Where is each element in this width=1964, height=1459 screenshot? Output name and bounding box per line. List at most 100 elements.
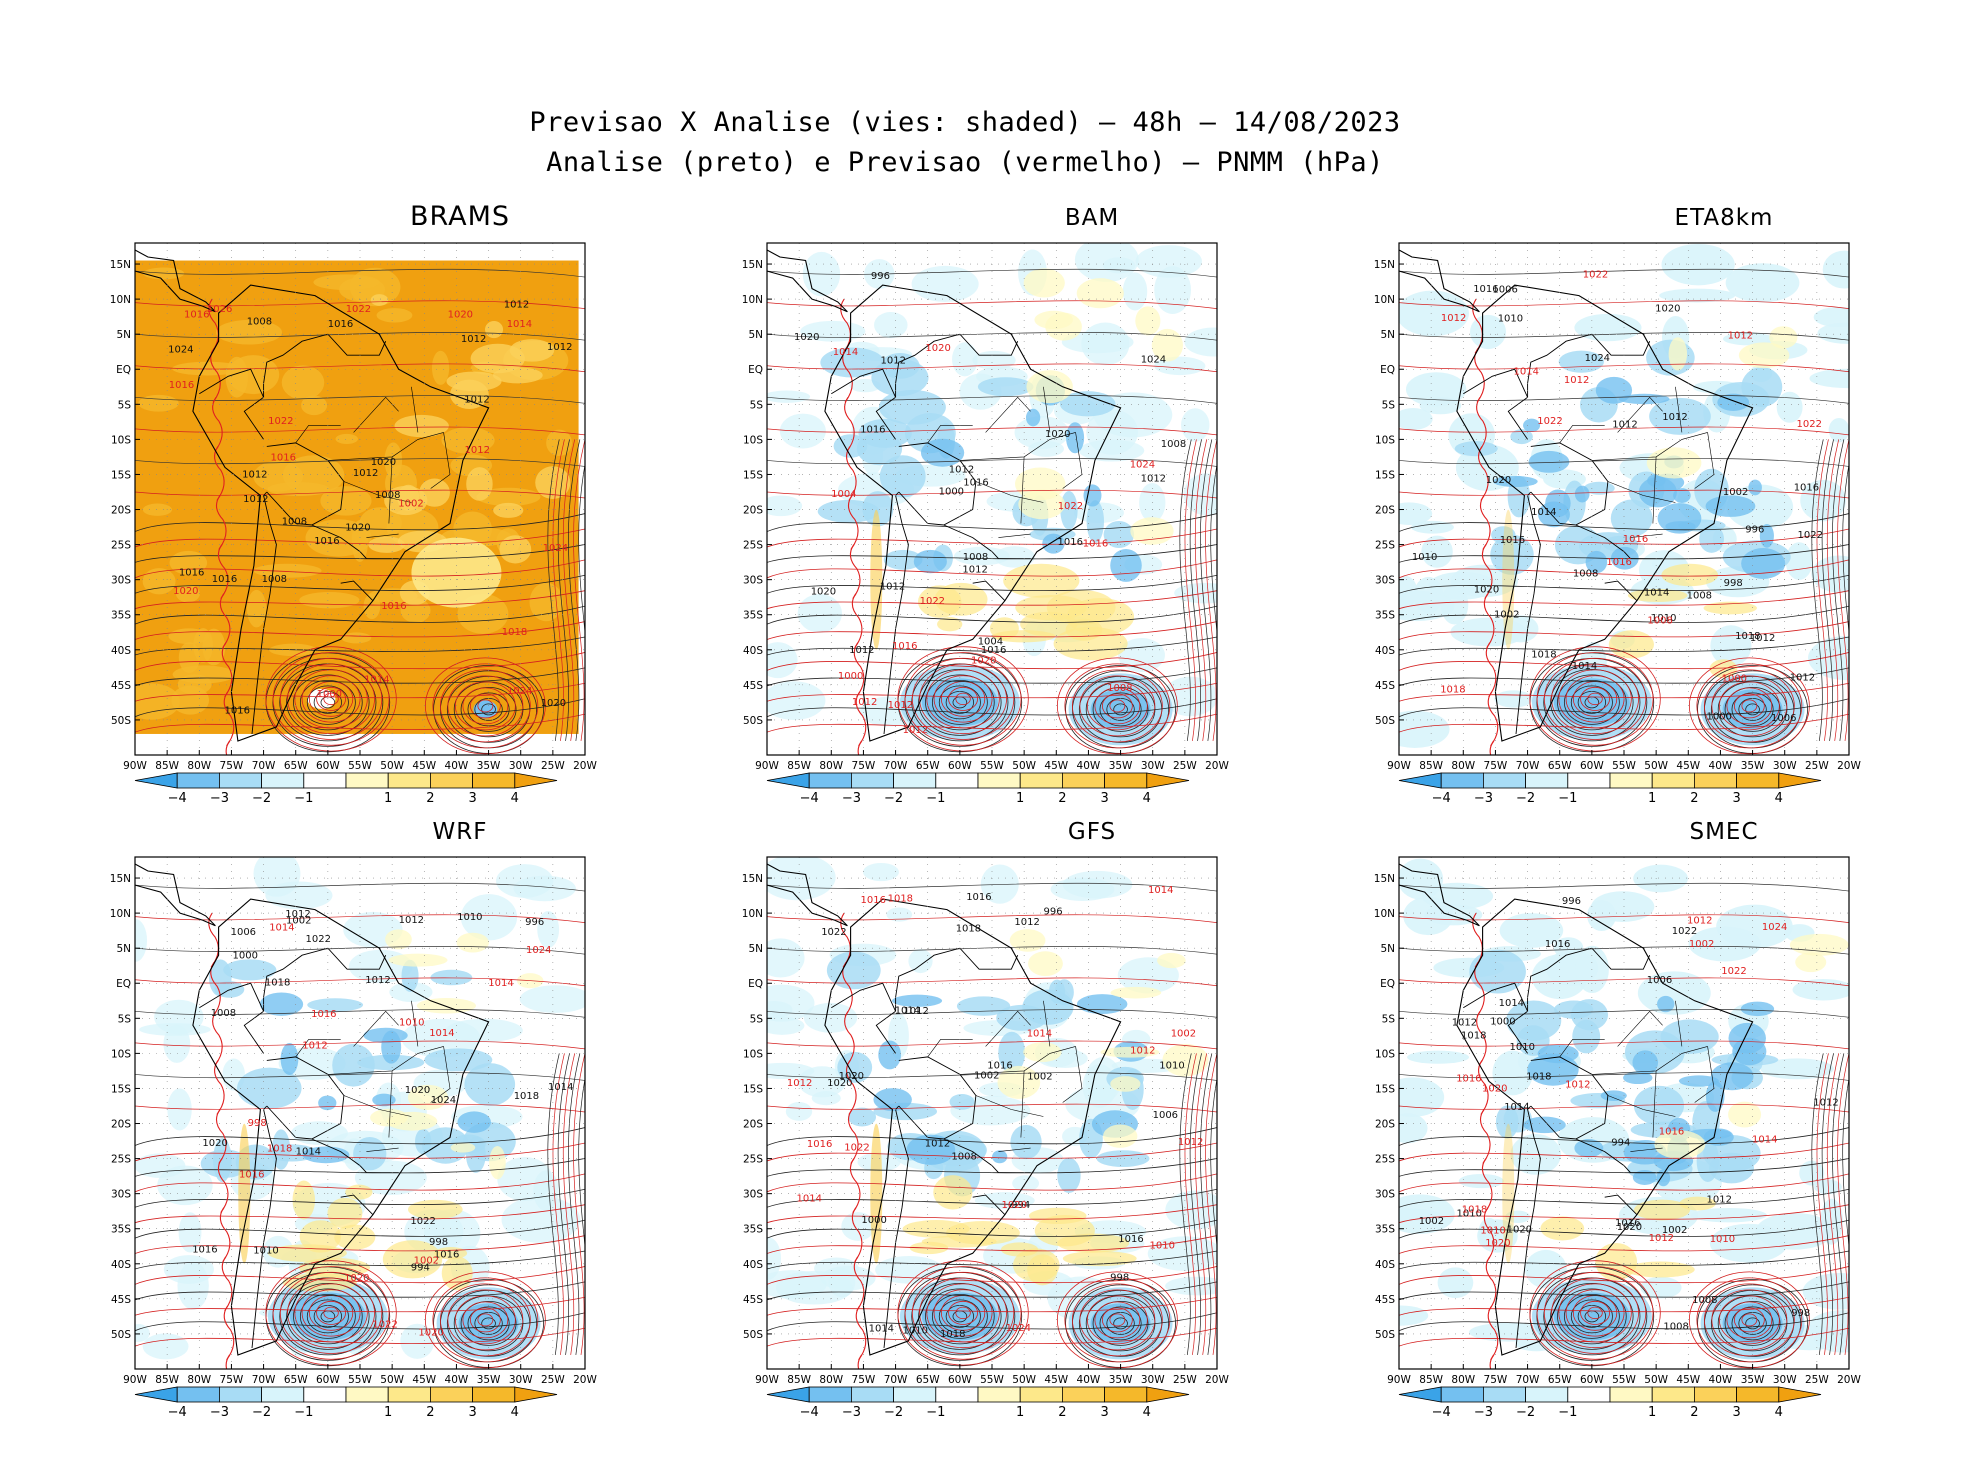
- lat-label: 15S: [111, 1083, 131, 1095]
- isobar: [911, 1271, 1015, 1354]
- isobar: [1086, 1295, 1148, 1345]
- bias-shading: [875, 1255, 944, 1284]
- bias-shading: [424, 1048, 493, 1072]
- bias-shading: [1181, 408, 1210, 442]
- bias-shading: [1399, 290, 1469, 337]
- colorbar-segment: [1567, 1386, 1611, 1403]
- contour-labels: 1012 1010 1014 1012 1012 1010 1014 1012 1016 1018…: [1412, 270, 1823, 725]
- bias-shading: [767, 1016, 805, 1035]
- bias-shading: [767, 1001, 793, 1019]
- lon-label: 60W: [1580, 760, 1604, 772]
- country-border: [1507, 947, 1651, 1054]
- bias-shading: [388, 953, 448, 967]
- isobar: [460, 1301, 517, 1346]
- figure-title-line1: Previsao X Analise (vies: shaded) — 48h …: [529, 107, 1401, 138]
- country-border: [1604, 1194, 1638, 1216]
- bias-shading: [456, 932, 489, 953]
- bias-shading: [307, 998, 364, 1012]
- isobar-label: 1008: [282, 516, 307, 527]
- isobar-label: 1016: [1545, 939, 1570, 950]
- lat-label: 5S: [750, 1013, 764, 1025]
- lat-label: 35S: [1375, 1224, 1395, 1236]
- central-america-coastline: [135, 249, 216, 313]
- isobar: [844, 396, 855, 452]
- isobar-label: 1018: [1526, 1072, 1551, 1083]
- lon-label: 40W: [1709, 760, 1733, 772]
- isobar: [221, 642, 233, 698]
- state-border: [1630, 1147, 1663, 1152]
- lon-label: 85W: [155, 760, 179, 772]
- bias-shading: [335, 433, 358, 445]
- bias-shading: [1399, 858, 1444, 900]
- isobar-label: 1020: [173, 586, 198, 597]
- country-border: [266, 1056, 345, 1140]
- bias-shading: [1618, 393, 1670, 405]
- bias-shading: [1657, 995, 1675, 1013]
- isobars: [135, 268, 585, 755]
- lat-label: 30S: [743, 1189, 763, 1201]
- state-border: [1675, 386, 1683, 433]
- lat-label: 10N: [742, 908, 763, 920]
- isobar: [767, 1103, 1217, 1113]
- bias-shading: [493, 502, 524, 518]
- isobar-label: 1024: [1585, 353, 1610, 364]
- contour-labels: 1012 1010 1012 1014 1012 1016 1018 1020 1022 1024…: [192, 909, 573, 1339]
- isobar: [214, 446, 225, 501]
- isobar-label: 998: [1791, 1308, 1810, 1319]
- isobar: [1056, 657, 1178, 755]
- coastlines: [135, 863, 490, 1356]
- lat-label: 50S: [743, 1329, 763, 1341]
- bias-shading: [989, 617, 1019, 640]
- isobar: [767, 682, 1217, 702]
- bias-shading: [1407, 1050, 1470, 1064]
- isobar-label: 1012: [880, 581, 905, 592]
- isobar: [1551, 663, 1639, 735]
- isobar: [849, 1158, 861, 1213]
- map-plot-area: 1012 1010 1014 1012 1012 1010 1014 1012 1016 1018…: [1399, 243, 1849, 755]
- isobar: [851, 1207, 863, 1263]
- colorbar-tick-label: −2: [1516, 1405, 1535, 1420]
- state-border: [388, 1070, 393, 1138]
- bias-shading: [906, 1134, 956, 1165]
- isobar: [767, 1142, 1217, 1162]
- isobar-label: 1012: [852, 697, 877, 708]
- bias-shading: [1110, 1076, 1141, 1092]
- isobar-label: 1020: [811, 586, 836, 597]
- panel-title-smec: SMEC: [1689, 819, 1759, 845]
- colorbar-segment: [851, 1386, 895, 1403]
- bias-shading: [135, 683, 180, 720]
- isobar: [481, 1317, 496, 1330]
- bias-shading: [878, 1040, 902, 1070]
- isobar-label: 1008: [1647, 615, 1672, 626]
- isobar-label: 1020: [827, 1078, 852, 1089]
- isobar: [1399, 458, 1849, 467]
- bias-shading: [175, 585, 200, 603]
- bias-shading: [489, 1146, 506, 1180]
- isobar: [1821, 439, 1834, 742]
- isobar: [316, 1300, 346, 1325]
- colorbar-segment: [1651, 772, 1695, 789]
- bias-shading: [1738, 342, 1790, 369]
- isobar: [1570, 1299, 1613, 1334]
- bias-shading: [1450, 564, 1519, 598]
- isobar: [1731, 1306, 1774, 1341]
- colorbar-tick-label: −4: [1432, 791, 1451, 806]
- lon-label: 70W: [1516, 1374, 1540, 1386]
- lon-label: 50W: [380, 760, 404, 772]
- isobar: [135, 268, 585, 278]
- bias-shading: [535, 466, 571, 500]
- bias-shading: [1813, 307, 1849, 328]
- colorbar-segment: [1736, 1386, 1780, 1403]
- isobar: [767, 882, 1217, 892]
- country-border: [263, 1105, 268, 1110]
- isobar: [135, 1072, 585, 1081]
- isobar: [1399, 636, 1849, 656]
- isobar: [1399, 1103, 1849, 1113]
- isobar: [1079, 675, 1156, 737]
- isobar-label: 1018: [502, 627, 527, 638]
- isobar: [1399, 332, 1849, 341]
- isobar-label: 994: [1611, 1138, 1630, 1149]
- lon-label: 45W: [1044, 1374, 1068, 1386]
- isobar: [467, 1306, 510, 1341]
- gridlines: [1399, 857, 1849, 1369]
